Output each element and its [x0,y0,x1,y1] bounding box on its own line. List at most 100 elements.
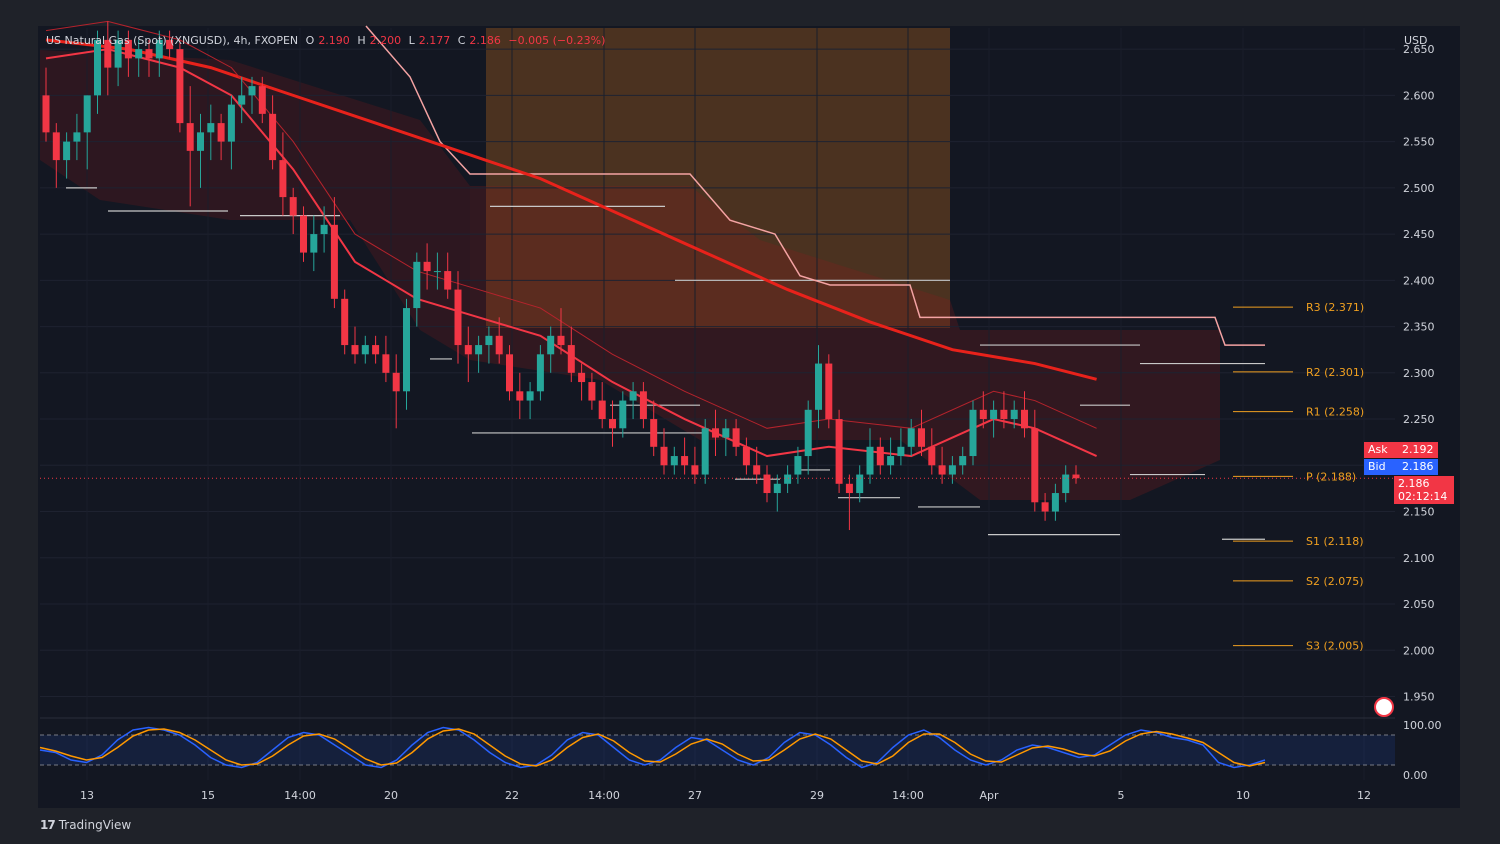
candle [815,345,822,429]
candle [876,437,884,475]
candle-body [289,197,297,216]
candle-body [1021,409,1028,429]
candle-body [907,428,915,447]
y-tick-label: 2.300 [1403,367,1435,380]
candle [104,21,112,96]
candle [845,474,853,531]
candle-body [876,446,884,466]
y-tick-label: 2.100 [1403,552,1435,565]
candle [588,372,596,410]
orange-zone [486,28,950,328]
pivot-label: R2 (2.301) [1306,366,1364,379]
candle [691,446,699,484]
candle [763,465,771,503]
candle [969,400,977,466]
y-tick-label: 2.600 [1403,89,1435,102]
candle-body [506,354,513,392]
candle [856,465,864,503]
candle-body [773,483,781,494]
x-tick-label: 15 [201,789,215,802]
candle-body [866,446,874,475]
candle-body [1062,474,1070,494]
candle [567,326,575,383]
candle [351,326,359,364]
candle [258,76,266,124]
candle-body [845,483,853,494]
bar-countdown: 02:12:14 [1398,490,1448,503]
candle [94,30,101,114]
candle [753,446,761,484]
bid-label: Bid [1364,459,1402,475]
ask-value: 2.192 [1398,442,1438,458]
currency-label: USD [1404,34,1428,47]
candle [526,382,534,420]
pivot-levels: R3 (2.371) R2 (2.301) R1 (2.258) P (2.188) S… [1233,301,1364,653]
candle-body [670,456,678,466]
candle [897,428,905,466]
candle-body [1041,502,1049,512]
candle [742,437,750,475]
y-tick-label: 2.550 [1403,136,1435,149]
candle-body [248,86,256,96]
candle [650,400,658,457]
candle-body [681,456,689,466]
candle-body [475,345,483,355]
candle [660,428,668,475]
candle [938,446,946,484]
shaded-zones [40,28,1220,500]
candle-body [52,132,60,161]
candle-body [1031,428,1039,503]
candle-body [557,335,565,346]
candle-body [660,446,668,466]
candle [918,409,925,457]
candle-body [918,428,925,447]
candle-body [763,474,771,494]
pivot-label: S1 (2.118) [1306,535,1364,548]
red-cloud [470,186,1220,500]
candle-body [114,39,122,68]
legend-header: US Natural Gas (Spot) (XNGUSD), 4h, FXOP… [46,34,609,47]
candle [907,419,915,457]
candle-body [361,345,369,355]
candle [825,354,833,429]
candle [557,308,565,355]
candle-body [815,363,822,410]
candle-body [495,335,503,355]
pivot-label: S3 (2.005) [1306,640,1364,653]
candle [238,76,246,124]
candle-body [279,160,287,198]
pivot-label: S2 (2.075) [1306,575,1364,588]
candle-body [485,335,493,346]
candle [475,335,483,373]
candle [1010,400,1018,429]
ema-mid-line [45,20,1097,429]
candle-body [300,215,307,253]
x-tick-label: 20 [384,789,398,802]
pivot-label: R3 (2.371) [1306,301,1364,314]
candle-body [392,372,400,392]
open-value: 2.190 [318,34,350,47]
y-tick-label: 2.050 [1403,598,1435,611]
candle-body [825,363,833,420]
moving-averages [45,20,1098,458]
candle-body [959,456,967,466]
candle [464,326,472,383]
candle-body [145,49,153,59]
pivot-label: R1 (2.258) [1306,406,1364,419]
x-tick-label: 29 [810,789,824,802]
candle [403,298,410,410]
symbol-title[interactable]: US Natural Gas (Spot) (XNGUSD), 4h, FXOP… [46,34,299,47]
candle-body [588,382,596,401]
candle [176,39,184,133]
y-tick-label: 2.000 [1403,644,1435,657]
bid-value: 2.186 [1398,459,1438,475]
candle-body [990,409,998,420]
candle-body [784,474,792,484]
x-tick-label: 14:00 [892,789,924,802]
candle-body [155,39,163,59]
candle [413,252,421,327]
y-tick-label: 2.650 [1403,43,1435,56]
candle [866,428,874,484]
tradingview-brand[interactable]: 17 TradingView [40,818,131,832]
